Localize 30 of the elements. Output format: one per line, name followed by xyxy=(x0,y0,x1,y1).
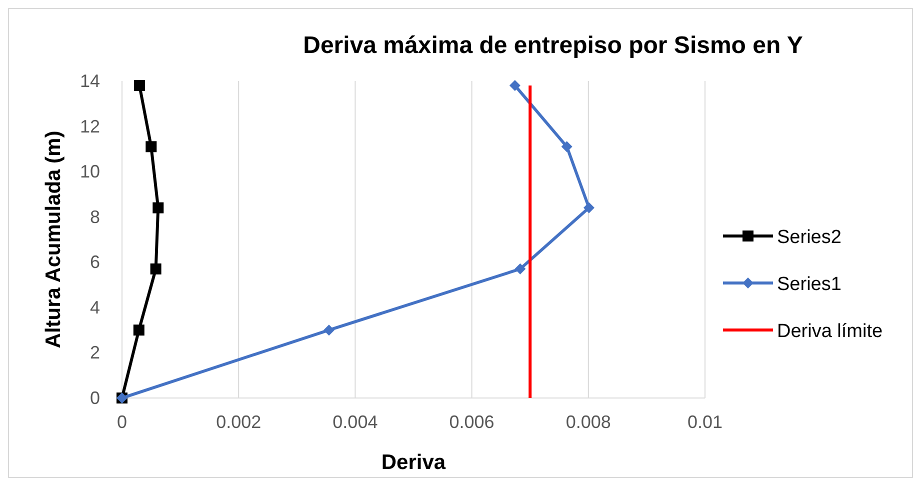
y-tick-label: 4 xyxy=(90,297,100,318)
y-tick-label: 12 xyxy=(80,116,100,136)
x-tick-label: 0.004 xyxy=(332,412,378,432)
point xyxy=(152,202,164,214)
chart-title: Deriva máxima de entrepiso por Sismo en Y xyxy=(303,32,803,59)
point xyxy=(150,263,162,274)
y-tick-label: 14 xyxy=(80,71,100,91)
x-tick-label: 0.002 xyxy=(216,412,262,432)
point xyxy=(583,202,594,214)
x-tick-label: 0.006 xyxy=(449,412,494,432)
x-tick-label: 0.01 xyxy=(687,412,723,432)
point xyxy=(509,80,520,92)
x-tick-label: 0.008 xyxy=(566,412,611,432)
point xyxy=(146,141,157,152)
x-tick-label: 0 xyxy=(116,412,128,432)
y-tick-label: 0 xyxy=(90,388,100,408)
x-axis-title: Deriva xyxy=(381,451,446,474)
y-axis-title: Altura Acumulada (m) xyxy=(42,130,65,348)
point xyxy=(323,324,334,336)
y-tick-label: 2 xyxy=(90,342,100,363)
point xyxy=(514,263,526,274)
point xyxy=(133,324,144,336)
point xyxy=(134,80,145,92)
legend-label: Deriva límite xyxy=(777,321,883,342)
legend-label: Series2 xyxy=(777,227,842,248)
y-tick-label: 10 xyxy=(80,162,100,182)
y-tick-label: 8 xyxy=(90,206,100,227)
legend-label: Series1 xyxy=(777,274,842,295)
point xyxy=(561,141,572,152)
y-tick-label: 6 xyxy=(90,252,100,272)
